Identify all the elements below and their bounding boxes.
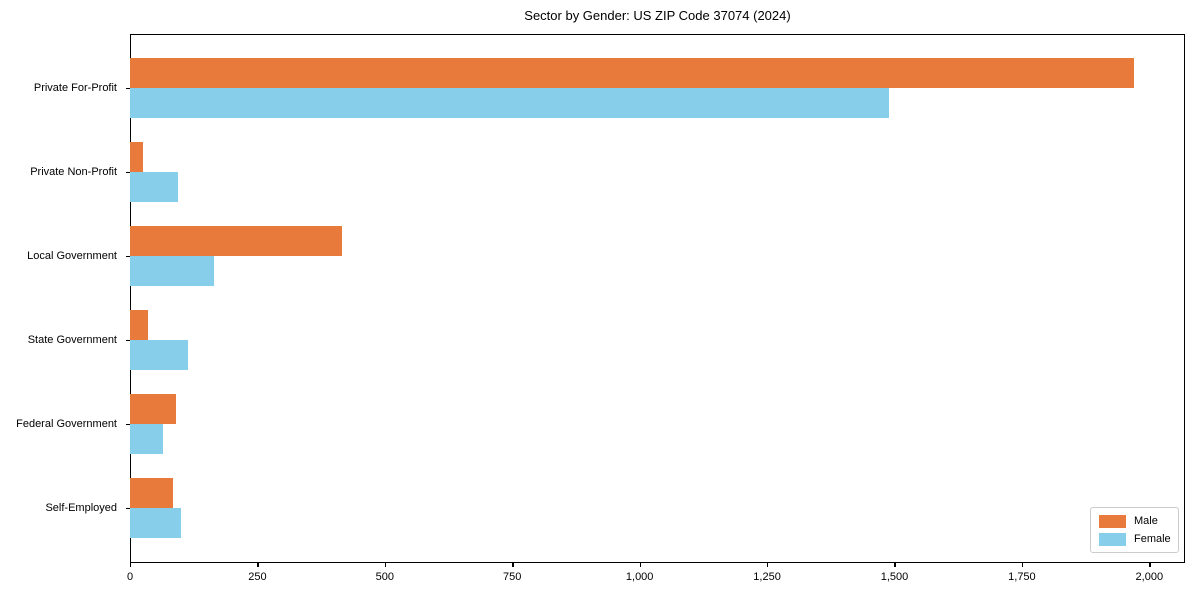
- xtick-mark: [639, 563, 641, 567]
- xtick-mark: [130, 563, 132, 567]
- xtick-mark: [257, 563, 259, 567]
- bar-female-federal-government: [130, 424, 163, 454]
- xtick-label-250: 250: [248, 571, 267, 583]
- bar-male-private-non-profit: [130, 142, 143, 172]
- ytick-mark: [126, 507, 130, 509]
- legend-label-female: Female: [1134, 533, 1171, 545]
- ytick-label-state-government: State Government: [27, 334, 117, 346]
- xtick-label-500: 500: [375, 571, 394, 583]
- xtick-label-0: 0: [126, 571, 134, 583]
- xtick-mark: [384, 563, 387, 567]
- xtick-mark: [1021, 563, 1024, 567]
- plot-area: [130, 34, 1185, 563]
- legend-label-male: Male: [1134, 515, 1158, 527]
- bar-male-state-government: [130, 310, 148, 340]
- ytick-mark: [126, 171, 130, 173]
- bar-male-self-employed: [130, 478, 173, 508]
- ytick-mark: [126, 423, 130, 425]
- xtick-label-750: 750: [503, 571, 522, 583]
- bar-female-state-government: [130, 340, 188, 370]
- xtick-label-1-250: 1,250: [753, 571, 781, 583]
- bar-female-private-non-profit: [130, 172, 178, 202]
- xtick-mark: [894, 563, 896, 567]
- legend: Male Female: [1090, 507, 1179, 553]
- bar-male-federal-government: [130, 394, 176, 424]
- xtick-label-1-500: 1,500: [880, 571, 909, 583]
- xtick-mark: [1149, 563, 1151, 567]
- ytick-mark: [126, 87, 130, 89]
- bar-male-private-for-profit: [130, 58, 1134, 88]
- ytick-label-private-for-profit: Private For-Profit: [33, 82, 117, 94]
- legend-item-male: Male: [1099, 514, 1170, 528]
- bar-female-self-employed: [130, 508, 181, 538]
- xtick-mark: [512, 563, 514, 567]
- bar-female-local-government: [130, 256, 214, 286]
- male-color-swatch: [1099, 514, 1126, 528]
- ytick-mark: [126, 339, 130, 341]
- bar-female-private-for-profit: [130, 88, 889, 118]
- xtick-mark: [767, 563, 769, 567]
- xtick-label-2-000: 2,000: [1135, 571, 1164, 583]
- bar-male-local-government: [130, 226, 342, 256]
- ytick-label-private-non-profit: Private Non-Profit: [30, 166, 117, 178]
- female-color-swatch: [1099, 532, 1126, 546]
- ytick-label-local-government: Local Government: [27, 250, 117, 262]
- xtick-label-1-750: 1,750: [1008, 571, 1036, 583]
- ytick-label-federal-government: Federal Government: [16, 418, 117, 430]
- xtick-label-1-000: 1,000: [625, 571, 654, 583]
- chart-title: Sector by Gender: US ZIP Code 37074 (202…: [524, 8, 791, 23]
- ytick-label-self-employed: Self-Employed: [45, 502, 117, 514]
- legend-item-female: Female: [1099, 532, 1171, 546]
- ytick-mark: [126, 255, 130, 257]
